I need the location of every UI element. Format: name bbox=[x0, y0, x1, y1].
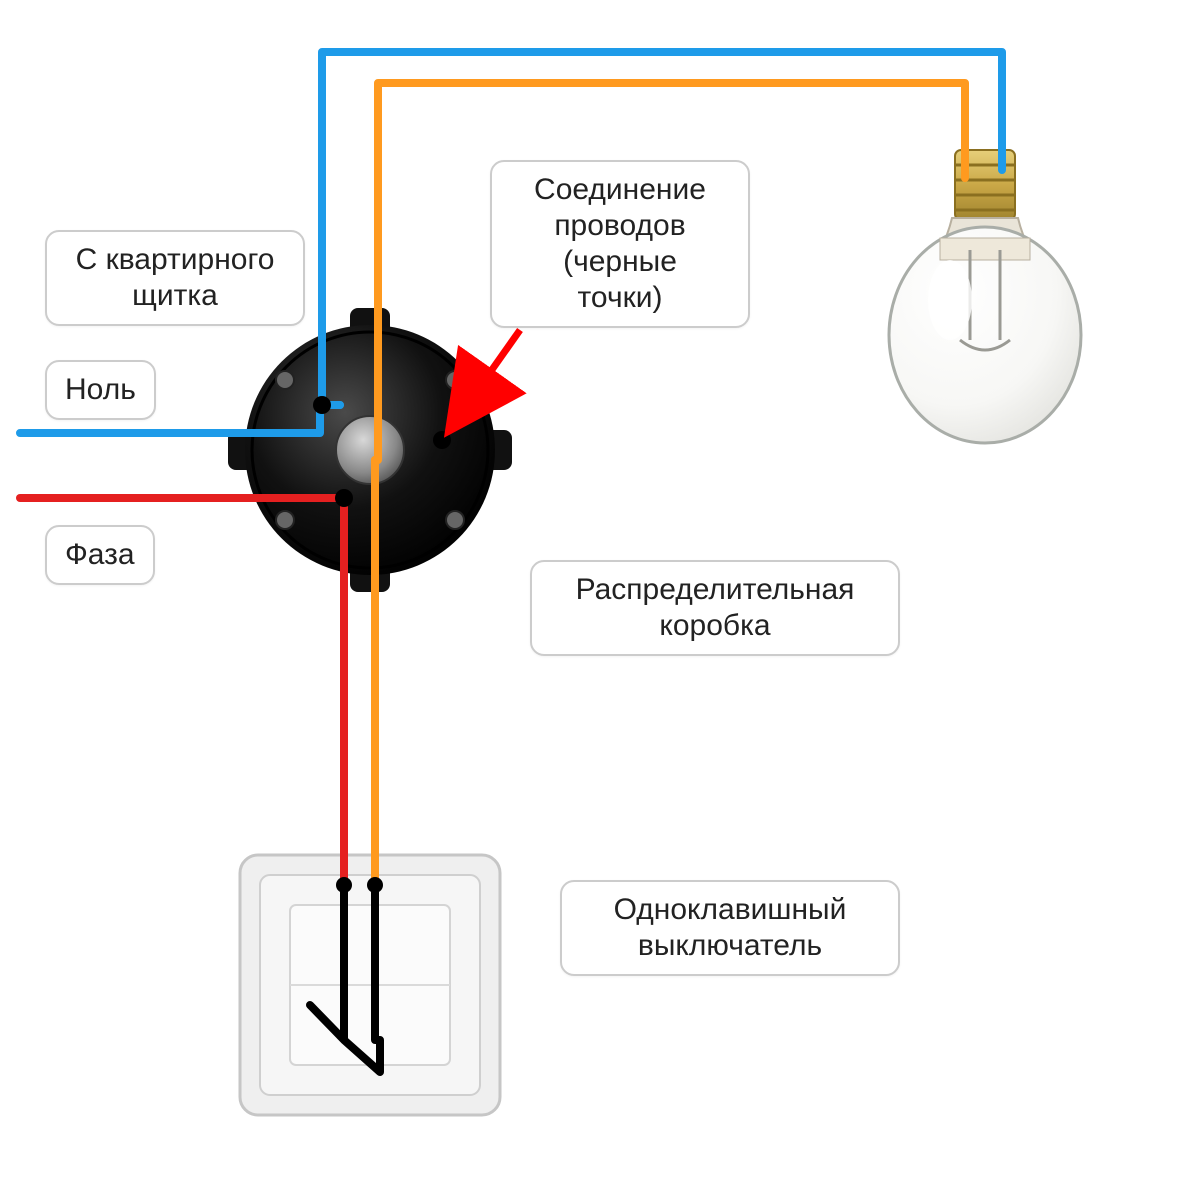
label-phase: Фаза bbox=[45, 525, 155, 585]
wiring-diagram: С квартирногощитка Ноль Фаза Соединениеп… bbox=[0, 0, 1193, 1200]
label-neutral: Ноль bbox=[45, 360, 156, 420]
label-text: Одноклавишныйвыключатель bbox=[614, 893, 847, 962]
light-bulb bbox=[889, 150, 1081, 443]
label-single-switch: Одноклавишныйвыключатель bbox=[560, 880, 900, 976]
label-text: С квартирногощитка bbox=[76, 243, 275, 312]
label-text: Фаза bbox=[65, 538, 135, 571]
label-junction-box: Распределительнаякоробка bbox=[530, 560, 900, 656]
label-text: Распределительнаякоробка bbox=[576, 573, 855, 642]
label-text: Ноль bbox=[65, 373, 136, 406]
junction-box bbox=[228, 308, 512, 592]
wall-switch bbox=[240, 855, 500, 1115]
label-from-panel: С квартирногощитка bbox=[45, 230, 305, 326]
label-connection-points: Соединениепроводов(черныеточки) bbox=[490, 160, 750, 328]
label-text: Соединениепроводов(черныеточки) bbox=[534, 173, 706, 314]
